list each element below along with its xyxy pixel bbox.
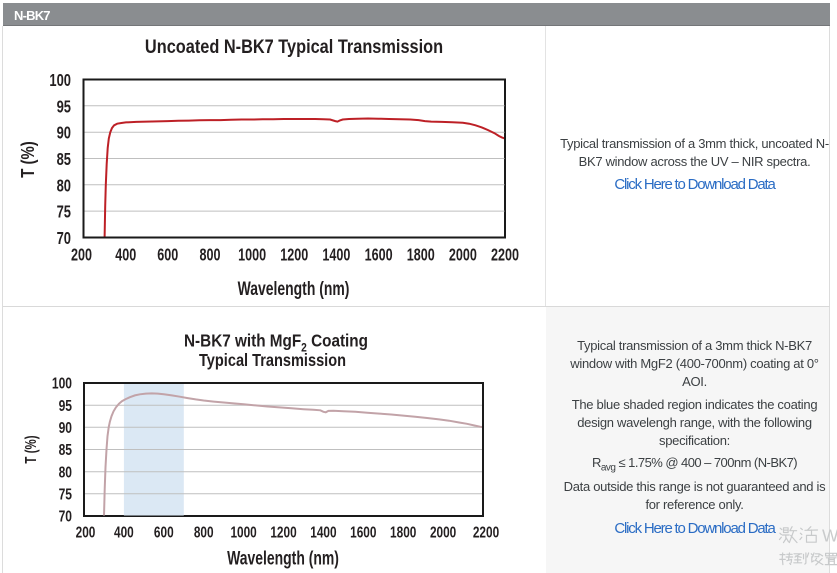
svg-text:Wavelength (nm): Wavelength (nm) — [238, 278, 350, 300]
svg-text:70: 70 — [59, 507, 73, 525]
svg-text:2200: 2200 — [473, 523, 499, 541]
svg-text:W: W — [822, 526, 837, 546]
svg-text:Uncoated N-BK7 Typical Transmi: Uncoated N-BK7 Typical Transmission — [145, 36, 443, 57]
svg-text:1800: 1800 — [390, 523, 416, 541]
svg-text:600: 600 — [157, 246, 178, 266]
svg-text:90: 90 — [59, 418, 73, 436]
svg-text:95: 95 — [59, 396, 73, 414]
svg-text:1200: 1200 — [280, 246, 308, 266]
svg-text:800: 800 — [194, 523, 214, 541]
svg-text:400: 400 — [115, 246, 136, 266]
svg-text:1400: 1400 — [322, 246, 350, 266]
svg-text:T (%): T (%) — [18, 141, 39, 177]
svg-text:1400: 1400 — [310, 523, 336, 541]
svg-text:T (%): T (%) — [21, 435, 39, 463]
svg-text:1000: 1000 — [238, 246, 266, 266]
svg-text:75: 75 — [57, 203, 72, 223]
svg-text:1000: 1000 — [230, 523, 256, 541]
svg-text:90: 90 — [57, 124, 72, 144]
svg-text:2200: 2200 — [491, 246, 519, 266]
svg-text:1800: 1800 — [407, 246, 435, 266]
svg-text:200: 200 — [76, 523, 96, 541]
svg-text:1600: 1600 — [365, 246, 393, 266]
svg-text:1200: 1200 — [270, 523, 296, 541]
svg-text:75: 75 — [59, 485, 73, 503]
svg-text:100: 100 — [49, 71, 71, 91]
svg-text:85: 85 — [59, 441, 73, 459]
svg-text:100: 100 — [52, 374, 72, 392]
svg-text:70: 70 — [57, 229, 72, 249]
svg-text:2000: 2000 — [449, 246, 477, 266]
svg-text:400: 400 — [114, 523, 134, 541]
svg-text:200: 200 — [71, 246, 92, 266]
svg-text:2000: 2000 — [430, 523, 456, 541]
svg-text:1600: 1600 — [350, 523, 376, 541]
svg-text:600: 600 — [154, 523, 174, 541]
svg-text:85: 85 — [57, 150, 72, 170]
svg-text:N-BK7 with MgF2 Coating: N-BK7 with MgF2 Coating — [184, 330, 368, 354]
svg-text:Wavelength (nm): Wavelength (nm) — [227, 547, 339, 569]
svg-text:80: 80 — [57, 176, 72, 196]
svg-text:800: 800 — [199, 246, 220, 266]
svg-text:95: 95 — [57, 97, 72, 117]
svg-text:80: 80 — [59, 463, 73, 481]
svg-text:Typical Transmission: Typical Transmission — [199, 351, 346, 371]
